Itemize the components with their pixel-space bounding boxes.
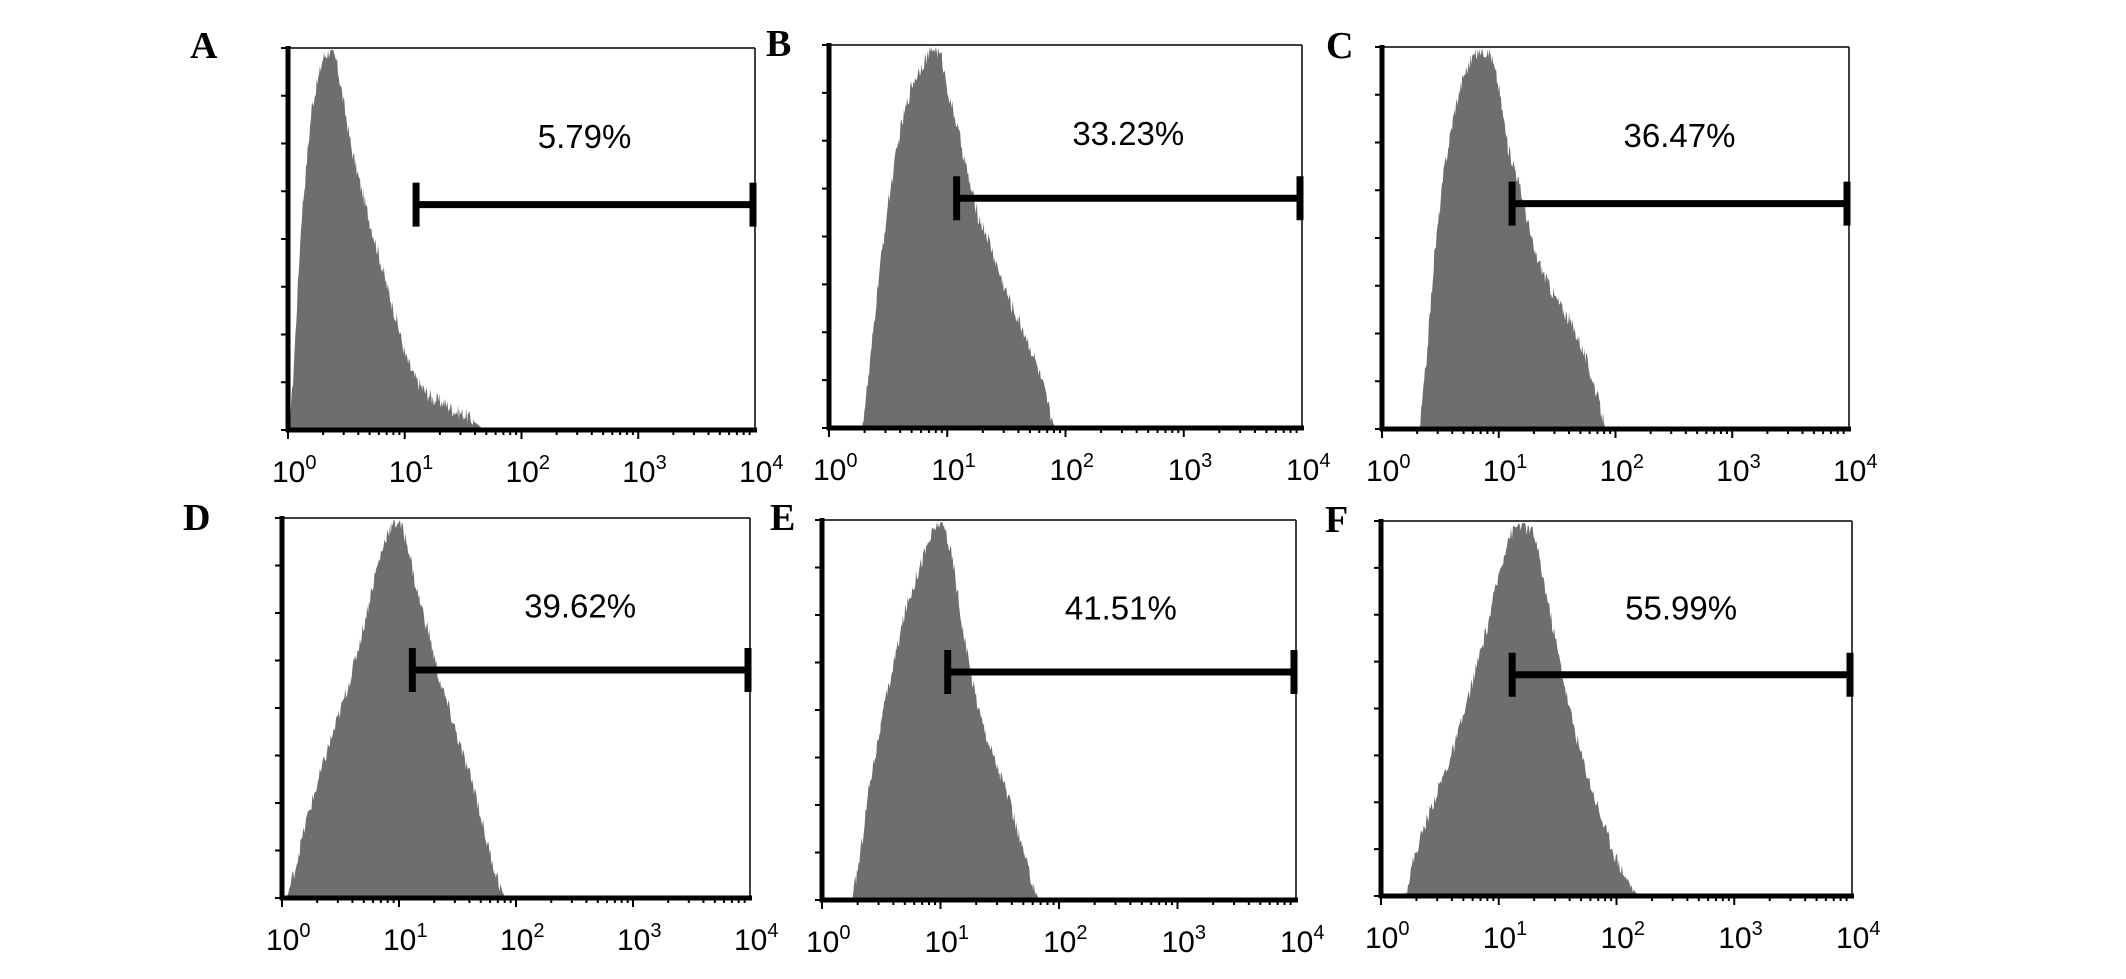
histogram-area: [1419, 48, 1606, 430]
x-tick-label: 100: [806, 922, 851, 959]
x-tick-exponent: 3: [1752, 918, 1763, 940]
x-tick-exponent: 0: [305, 452, 316, 474]
x-tick-label: 101: [1483, 918, 1528, 955]
gate-percentage: 39.62%: [524, 587, 636, 624]
panel-letter: B: [766, 23, 791, 65]
x-tick-label: 100: [1365, 918, 1410, 955]
x-tick-label: 103: [617, 920, 662, 957]
gate-percentage: 41.51%: [1065, 589, 1177, 626]
x-tick-exponent: 1: [1516, 451, 1527, 473]
x-tick-label: 102: [500, 920, 545, 957]
x-tick-label: 103: [1162, 922, 1207, 959]
x-tick-exponent: 4: [1319, 450, 1330, 472]
x-tick-exponent: 0: [1399, 451, 1410, 473]
x-tick-label: 100: [1366, 451, 1411, 488]
x-tick-exponent: 2: [539, 452, 550, 474]
x-tick-label: 104: [1280, 922, 1325, 959]
panel-letter: F: [1325, 499, 1348, 541]
histogram-area: [852, 521, 1040, 900]
x-tick-exponent: 0: [299, 920, 310, 942]
x-tick-exponent: 2: [533, 920, 544, 942]
x-tick-exponent: 0: [1398, 918, 1409, 940]
x-tick-label: 103: [1716, 451, 1761, 488]
x-tick-label: 102: [1601, 918, 1646, 955]
x-tick-label: 101: [925, 922, 970, 959]
gate-percentage: 33.23%: [1072, 115, 1184, 152]
x-tick-exponent: 2: [1083, 450, 1094, 472]
x-tick-label: 102: [1600, 451, 1645, 488]
gate-percentage: 36.47%: [1624, 117, 1736, 154]
x-tick-exponent: 3: [1195, 922, 1206, 944]
histogram-area: [862, 46, 1056, 429]
x-tick-exponent: 2: [1633, 451, 1644, 473]
x-tick-label: 104: [1286, 450, 1331, 487]
x-tick-exponent: 2: [1076, 922, 1087, 944]
x-tick-label: 104: [1836, 918, 1881, 955]
histogram-area: [288, 49, 485, 431]
x-tick-exponent: 4: [772, 452, 783, 474]
x-tick-label: 102: [1050, 450, 1095, 487]
x-tick-label: 101: [383, 920, 428, 957]
x-tick-label: 104: [739, 452, 784, 489]
gate-percentage: 55.99%: [1625, 589, 1737, 626]
x-tick-exponent: 2: [1634, 918, 1645, 940]
x-tick-label: 104: [734, 920, 779, 957]
x-tick-label: 104: [1833, 451, 1878, 488]
panel-letter: C: [1326, 25, 1353, 67]
x-tick-exponent: 1: [958, 922, 969, 944]
x-tick-exponent: 3: [1201, 450, 1212, 472]
x-tick-label: 101: [1483, 451, 1528, 488]
x-tick-exponent: 3: [656, 452, 667, 474]
x-tick-exponent: 4: [1866, 451, 1877, 473]
panel-letter: D: [183, 497, 210, 539]
x-tick-label: 101: [931, 450, 976, 487]
x-tick-label: 100: [272, 452, 317, 489]
x-tick-label: 101: [389, 452, 434, 489]
x-tick-exponent: 4: [1869, 918, 1880, 940]
x-tick-label: 100: [266, 920, 311, 957]
x-tick-label: 103: [1718, 918, 1763, 955]
x-tick-exponent: 0: [839, 922, 850, 944]
x-tick-exponent: 0: [846, 450, 857, 472]
x-tick-exponent: 1: [416, 920, 427, 942]
x-tick-exponent: 1: [965, 450, 976, 472]
histogram-area: [286, 519, 506, 898]
x-tick-label: 100: [813, 450, 858, 487]
x-tick-label: 103: [1168, 450, 1213, 487]
x-tick-exponent: 1: [1516, 918, 1527, 940]
x-tick-label: 103: [622, 452, 667, 489]
x-tick-label: 102: [1043, 922, 1088, 959]
x-tick-exponent: 3: [1750, 451, 1761, 473]
x-tick-label: 102: [506, 452, 551, 489]
x-tick-exponent: 1: [422, 452, 433, 474]
histogram-area: [1405, 522, 1641, 896]
x-tick-exponent: 4: [767, 920, 778, 942]
panel-letter: A: [190, 25, 218, 67]
x-tick-exponent: 4: [1313, 922, 1324, 944]
panel-letter: E: [770, 497, 795, 539]
gate-percentage: 5.79%: [538, 118, 632, 155]
x-tick-exponent: 3: [650, 920, 661, 942]
